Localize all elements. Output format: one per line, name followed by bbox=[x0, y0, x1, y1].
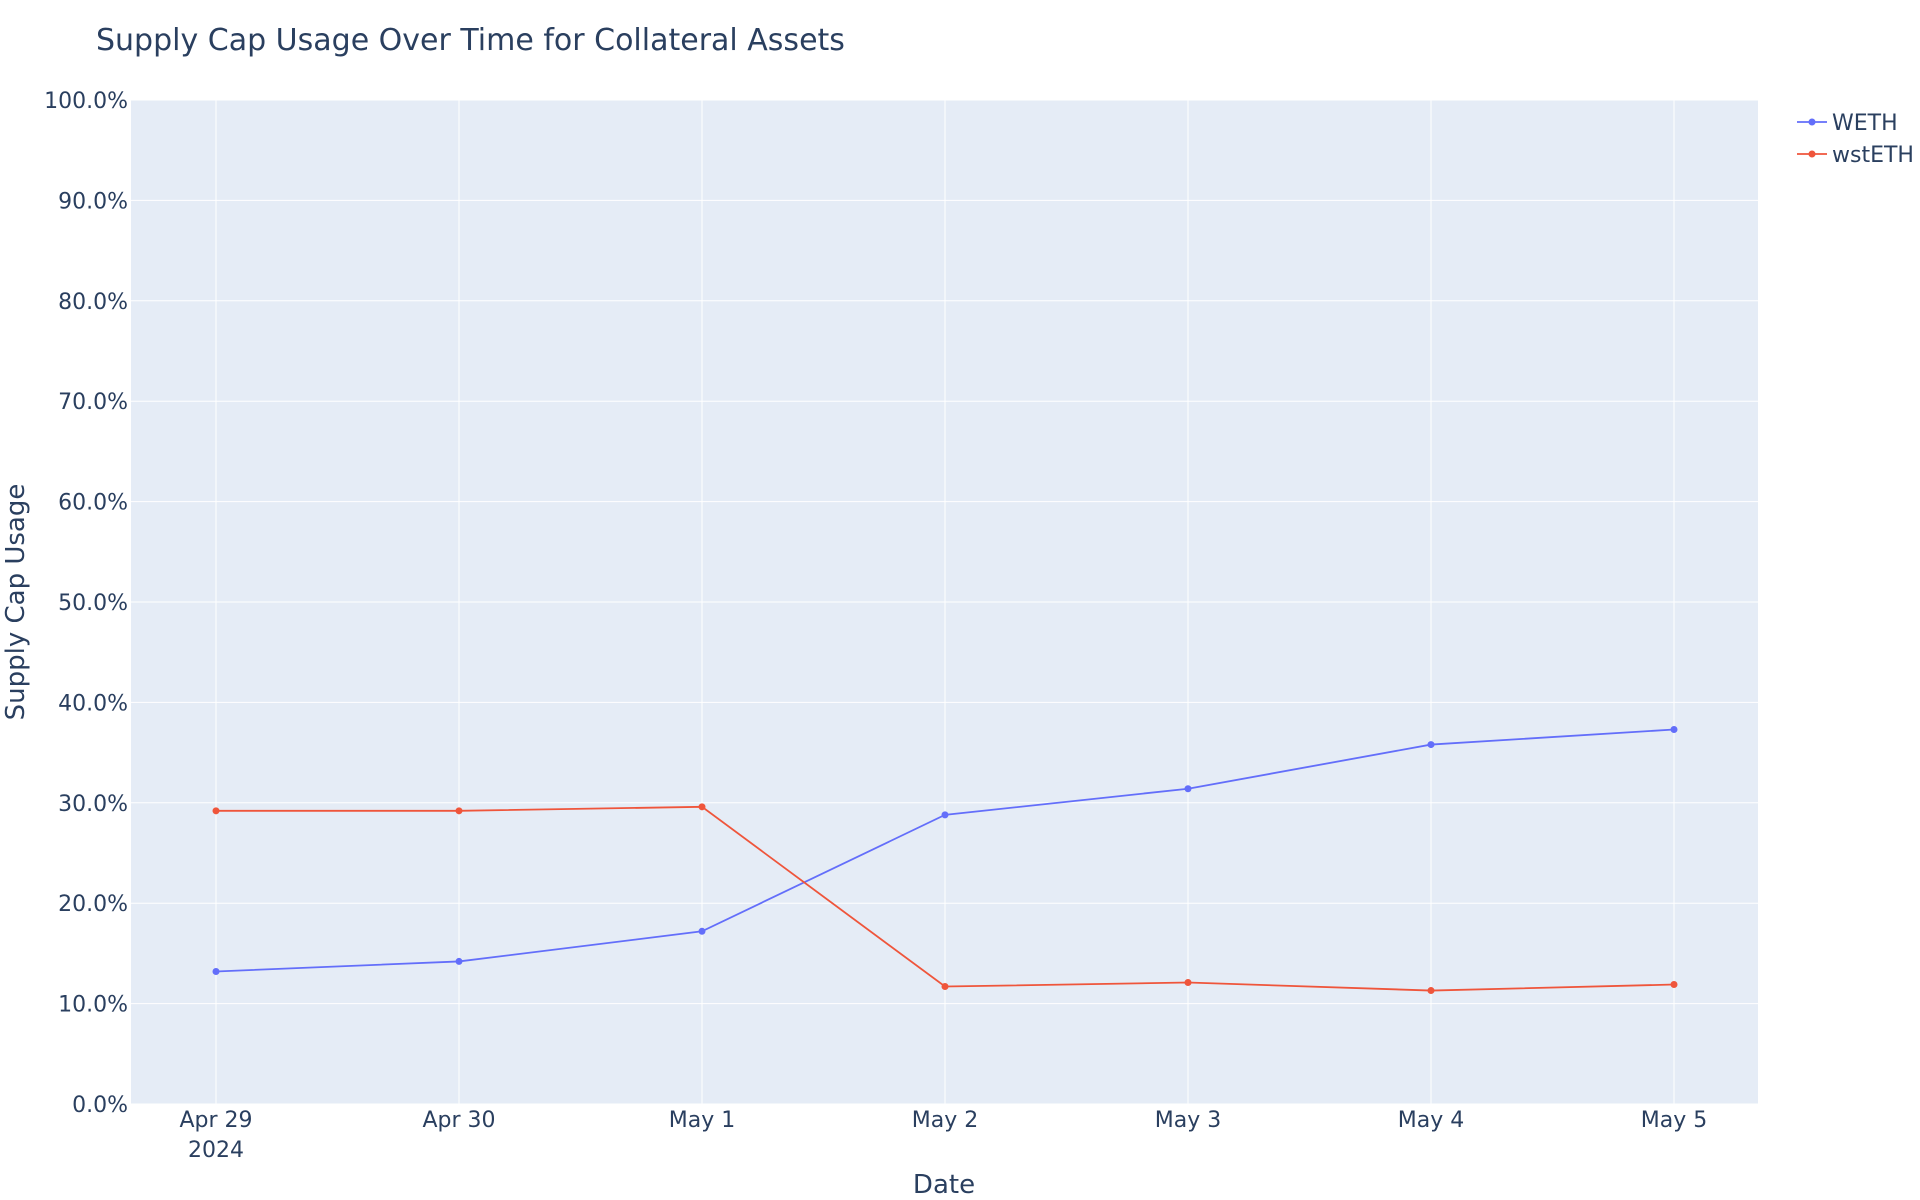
legend-item-weth[interactable]: WETH bbox=[1797, 111, 1898, 136]
y-tick-label: 20.0% bbox=[58, 892, 128, 917]
x-tick-label: May 3 bbox=[1155, 1108, 1221, 1133]
y-tick-label: 30.0% bbox=[58, 792, 128, 817]
chart-title: Supply Cap Usage Over Time for Collatera… bbox=[96, 23, 845, 58]
x-tick-year-label: 2024 bbox=[188, 1138, 244, 1163]
legend[interactable]: WETH wstETH bbox=[1797, 111, 1914, 168]
legend-label-wsteth: wstETH bbox=[1832, 143, 1914, 168]
y-tick-label: 60.0% bbox=[58, 491, 128, 516]
data-point-wsteth[interactable] bbox=[941, 983, 949, 991]
data-point-weth[interactable] bbox=[1670, 726, 1678, 734]
y-tick-label: 80.0% bbox=[58, 290, 128, 315]
y-tick-label: 50.0% bbox=[58, 591, 128, 616]
y-tick-label: 70.0% bbox=[58, 390, 128, 415]
y-tick-label: 100.0% bbox=[44, 89, 128, 114]
y-tick-label: 10.0% bbox=[58, 993, 128, 1018]
data-point-wsteth[interactable] bbox=[1427, 987, 1435, 995]
data-point-weth[interactable] bbox=[1184, 785, 1192, 793]
legend-marker-wsteth bbox=[1808, 150, 1816, 158]
data-point-weth[interactable] bbox=[941, 811, 949, 819]
data-point-weth[interactable] bbox=[1427, 741, 1435, 749]
y-axis-title: Supply Cap Usage bbox=[1, 484, 31, 721]
legend-marker-weth bbox=[1808, 118, 1816, 126]
grid-lines bbox=[131, 99, 1758, 1105]
data-point-wsteth[interactable] bbox=[698, 803, 706, 811]
y-axis-ticks: 0.0% 10.0% 20.0% 30.0% 40.0% 50.0% 60.0% 70.0% 8… bbox=[44, 89, 128, 1118]
y-tick-label: 90.0% bbox=[58, 189, 128, 214]
legend-item-wsteth[interactable]: wstETH bbox=[1797, 143, 1914, 168]
data-point-wsteth[interactable] bbox=[455, 807, 463, 815]
series-lines bbox=[212, 726, 1678, 995]
x-axis-title: Date bbox=[913, 1170, 975, 1200]
x-tick-label: Apr 29 bbox=[179, 1108, 252, 1133]
data-point-wsteth[interactable] bbox=[1670, 981, 1678, 989]
data-point-weth[interactable] bbox=[698, 927, 706, 935]
x-axis-ticks: Apr 29 2024 Apr 30 May 1 May 2 May 3 May 4 May … bbox=[179, 1108, 1707, 1163]
x-tick-label: Apr 30 bbox=[422, 1108, 495, 1133]
data-point-weth[interactable] bbox=[212, 967, 220, 975]
data-point-wsteth[interactable] bbox=[1184, 979, 1192, 987]
x-tick-label: May 2 bbox=[912, 1108, 978, 1133]
x-tick-label: May 1 bbox=[669, 1108, 735, 1133]
y-tick-label: 40.0% bbox=[58, 691, 128, 716]
x-tick-label: May 4 bbox=[1398, 1108, 1464, 1133]
y-tick-label: 0.0% bbox=[72, 1093, 128, 1118]
data-point-weth[interactable] bbox=[455, 957, 463, 965]
data-point-wsteth[interactable] bbox=[212, 807, 220, 815]
x-tick-label: May 5 bbox=[1641, 1108, 1707, 1133]
legend-label-weth: WETH bbox=[1832, 111, 1898, 136]
